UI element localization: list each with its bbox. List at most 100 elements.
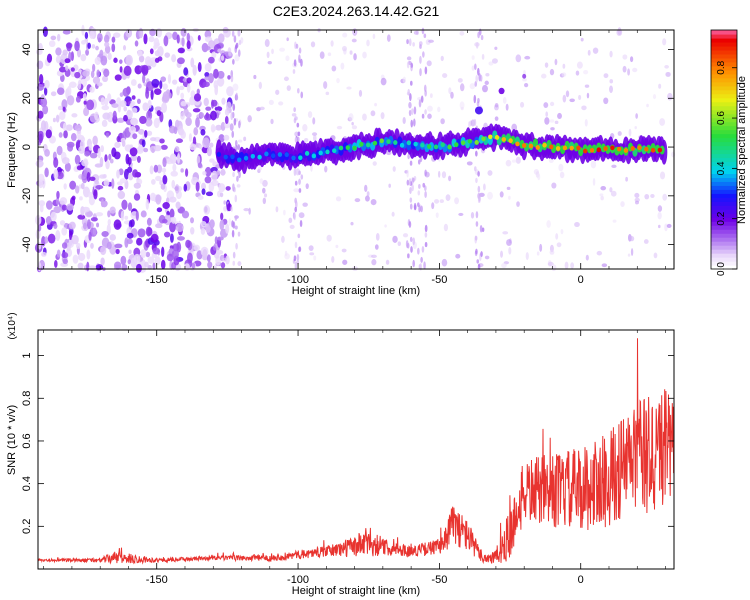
noise-blob <box>94 56 101 65</box>
noise-streak-blob <box>475 150 478 157</box>
noise-blob <box>134 40 139 47</box>
noise-streak-blob <box>422 51 425 58</box>
noise-streak-blob <box>232 58 235 65</box>
noise-blob <box>175 223 184 233</box>
noise-blob <box>211 126 217 131</box>
noise-blob <box>440 55 444 62</box>
colorbar-cell <box>711 213 737 218</box>
noise-blob <box>186 83 191 93</box>
noise-blob <box>286 85 291 92</box>
noise-streak-blob <box>292 69 296 74</box>
colorbar-cell <box>711 89 737 95</box>
noise-blob <box>431 202 435 210</box>
noise-blob <box>206 146 212 157</box>
colorbar-cell <box>711 30 737 35</box>
noise-blob <box>77 262 84 270</box>
noise-blob <box>227 75 231 80</box>
noise-blob <box>152 247 161 255</box>
noise-blob <box>417 97 422 101</box>
noise-blob <box>85 49 89 56</box>
noise-blob <box>107 52 112 61</box>
snr-frame <box>37 329 675 570</box>
noise-blob <box>71 234 79 245</box>
noise-blob <box>494 103 499 108</box>
ridge-core <box>406 140 412 146</box>
noise-blob <box>340 62 345 70</box>
noise-blob <box>105 132 110 138</box>
noise-blob <box>289 224 295 230</box>
noise-blob <box>549 250 555 255</box>
noise-blob <box>268 99 274 105</box>
noise-blob <box>207 261 213 269</box>
noise-blob <box>616 29 623 36</box>
noise-blob <box>253 74 257 80</box>
noise-blob <box>161 246 165 258</box>
colorbar-cell <box>711 225 737 230</box>
noise-blob <box>120 210 125 221</box>
noise-blob <box>555 233 559 240</box>
noise-blob <box>143 147 149 153</box>
noise-blob <box>484 80 489 86</box>
noise-blob <box>330 40 334 47</box>
noise-blob <box>406 56 412 61</box>
noise-blob <box>259 106 265 111</box>
ridge-core <box>243 155 249 161</box>
spectrogram-y-label: Frequency (Hz) <box>6 112 18 188</box>
noise-blob <box>121 264 128 272</box>
ridge-core <box>264 151 269 157</box>
noise-blob <box>222 258 228 262</box>
colorbar-cell <box>711 113 737 119</box>
noise-blob <box>202 81 210 88</box>
noise-streak-blob <box>234 44 238 50</box>
noise-blob <box>46 53 53 63</box>
noise-blob <box>612 219 617 223</box>
ridge-core <box>657 147 663 153</box>
noise-blob <box>441 258 448 267</box>
noise-blob <box>311 132 318 136</box>
noise-blob <box>208 72 214 84</box>
noise-blob <box>213 244 217 251</box>
noise-blob <box>536 251 540 256</box>
noise-blob <box>84 150 91 157</box>
noise-blob <box>138 55 145 63</box>
ridge-core <box>359 141 364 147</box>
noise-blob <box>346 86 352 90</box>
noise-blob <box>437 170 441 178</box>
noise-blob <box>125 153 130 165</box>
noise-blob <box>197 35 201 41</box>
noise-blob <box>159 138 165 144</box>
noise-blob <box>266 51 270 59</box>
noise-blob <box>121 199 128 210</box>
noise-blob <box>583 70 589 75</box>
noise-blob <box>86 171 91 183</box>
noise-blob <box>53 157 59 168</box>
noise-blob <box>429 93 433 99</box>
noise-blob <box>454 197 460 205</box>
noise-blob <box>119 100 127 108</box>
noise-blob <box>130 219 135 227</box>
noise-blob <box>37 173 45 182</box>
colorbar-cell <box>711 241 737 246</box>
colorbar-cell <box>711 189 737 194</box>
noise-blob <box>50 211 57 222</box>
noise-blob <box>232 83 239 91</box>
noise-streak-blob <box>406 61 410 69</box>
noise-blob <box>437 106 441 113</box>
noise-streak-blob <box>478 194 481 202</box>
ridge-core <box>270 153 276 159</box>
noise-blob <box>217 70 225 79</box>
noise-blob <box>658 224 661 229</box>
noise-blob <box>600 195 604 201</box>
noise-blob <box>153 117 160 129</box>
colorbar-cell <box>711 109 737 115</box>
noise-blob <box>55 196 60 206</box>
noise-blob <box>38 133 43 144</box>
noise-blob <box>74 185 80 194</box>
noise-streak-blob <box>480 251 483 257</box>
noise-blob <box>65 124 73 131</box>
noise-streak-blob <box>477 97 480 104</box>
noise-streak-blob <box>232 103 236 111</box>
noise-blob <box>634 126 637 130</box>
noise-blob <box>213 68 219 79</box>
colorbar-cell <box>711 93 737 99</box>
